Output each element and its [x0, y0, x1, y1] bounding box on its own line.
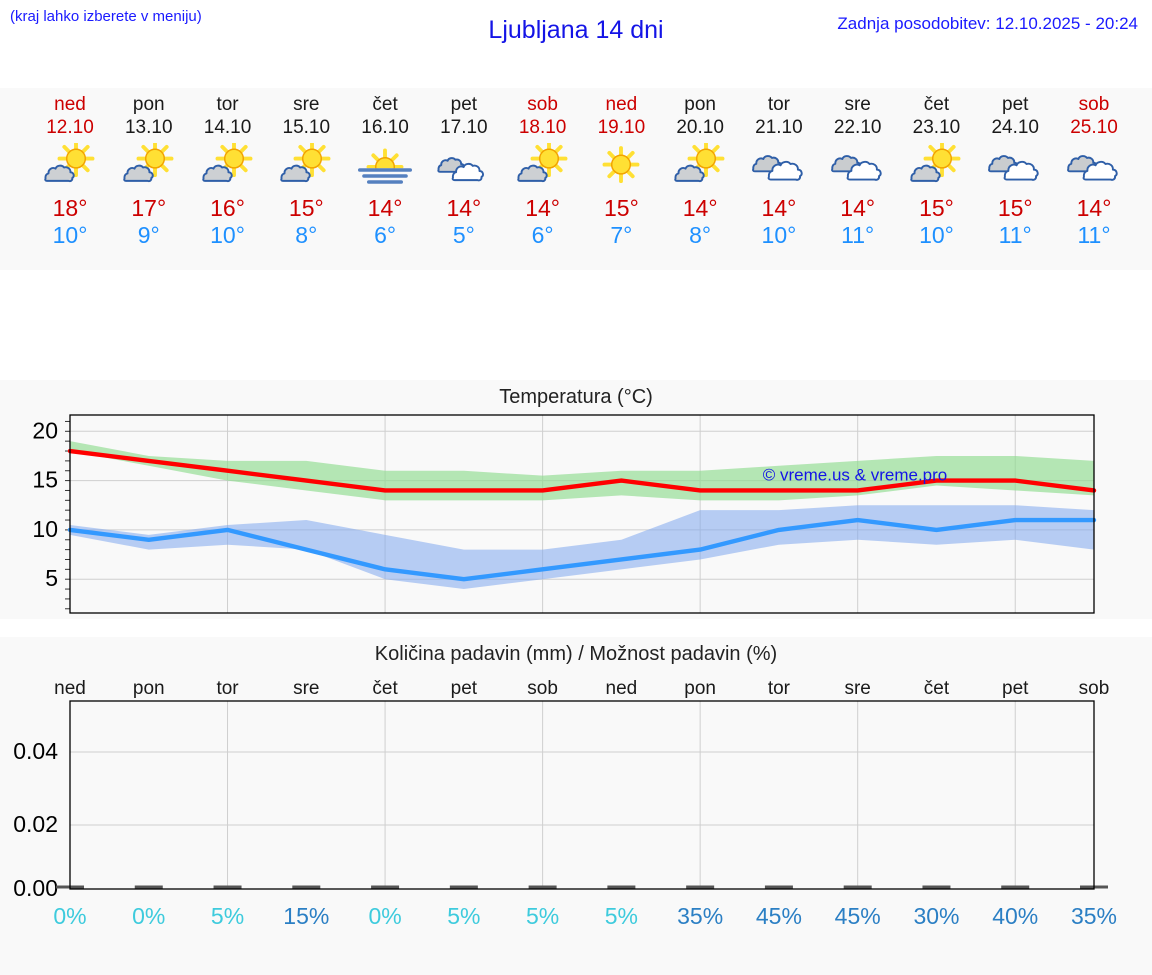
svg-text:sre: sre [293, 678, 319, 699]
svg-text:20: 20 [32, 417, 58, 443]
svg-text:pet: pet [1002, 678, 1029, 699]
svg-text:5%: 5% [211, 903, 244, 929]
svg-text:5%: 5% [605, 903, 638, 929]
svg-text:0.04: 0.04 [13, 738, 58, 764]
svg-text:45%: 45% [756, 903, 802, 929]
svg-text:sob: sob [527, 678, 558, 699]
svg-text:čet: čet [924, 678, 950, 699]
svg-text:15: 15 [32, 467, 58, 493]
svg-text:5: 5 [45, 565, 58, 591]
svg-text:30%: 30% [913, 903, 959, 929]
svg-text:10: 10 [32, 516, 58, 542]
svg-text:pon: pon [133, 678, 165, 699]
svg-text:0.02: 0.02 [13, 811, 58, 837]
svg-text:35%: 35% [677, 903, 723, 929]
svg-text:sob: sob [1079, 678, 1110, 699]
svg-text:tor: tor [768, 678, 791, 699]
svg-text:0%: 0% [368, 903, 401, 929]
svg-text:40%: 40% [992, 903, 1038, 929]
svg-text:5%: 5% [447, 903, 480, 929]
svg-text:ned: ned [54, 678, 86, 699]
svg-text:35%: 35% [1071, 903, 1117, 929]
svg-text:sre: sre [844, 678, 870, 699]
svg-text:5%: 5% [526, 903, 559, 929]
svg-text:ned: ned [606, 678, 638, 699]
svg-text:45%: 45% [835, 903, 881, 929]
svg-text:© vreme.us & vreme.pro: © vreme.us & vreme.pro [763, 466, 947, 485]
svg-text:0%: 0% [53, 903, 86, 929]
svg-text:15%: 15% [283, 903, 329, 929]
svg-text:pon: pon [684, 678, 716, 699]
svg-text:čet: čet [372, 678, 398, 699]
svg-text:0%: 0% [132, 903, 165, 929]
svg-text:pet: pet [451, 678, 478, 699]
svg-text:0.00: 0.00 [13, 875, 58, 901]
svg-text:tor: tor [216, 678, 239, 699]
